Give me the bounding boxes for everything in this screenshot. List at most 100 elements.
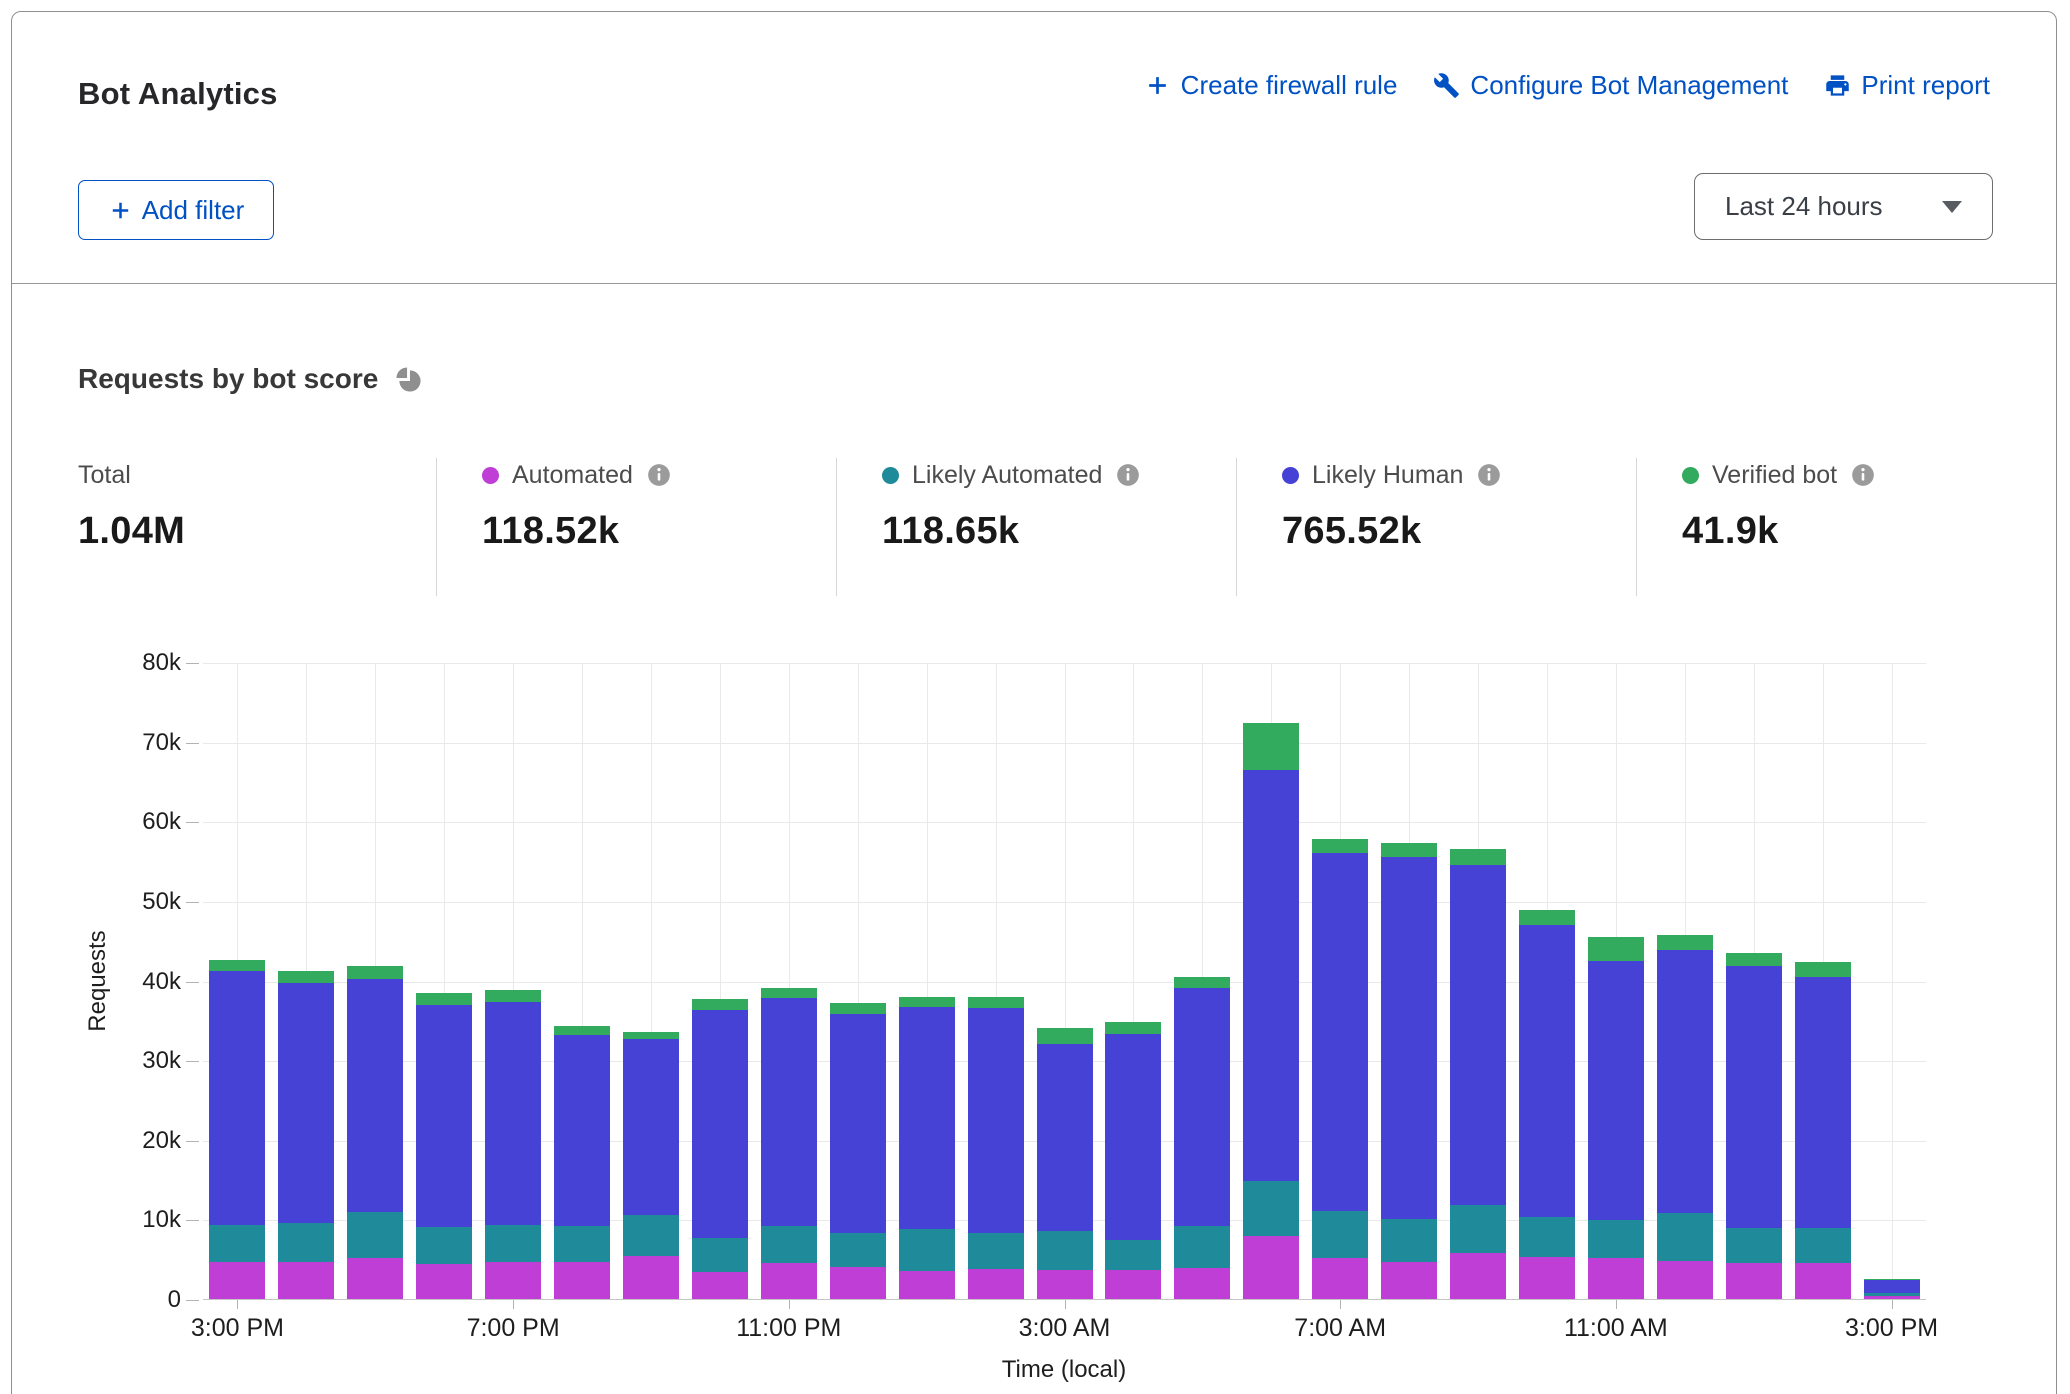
bar-group-12-00-pm[interactable] [1656, 935, 1713, 1299]
bar-group-1-00-pm[interactable] [1725, 952, 1782, 1299]
x-axis-tick-mark [1615, 1300, 1617, 1309]
bar-group-6-00-pm[interactable] [416, 993, 473, 1299]
bar-segment-verified-bot [416, 993, 473, 1006]
bar-segment-likely-automated [898, 1228, 955, 1272]
x-axis-line [203, 1299, 1926, 1300]
y-axis-tick-mark [186, 1061, 199, 1063]
header-divider [12, 283, 2056, 284]
v-gridline [1064, 663, 1066, 1300]
bar-segment-likely-human [347, 978, 404, 1213]
bar-segment-automated [485, 1262, 542, 1299]
bar-group-8-00-am[interactable] [1381, 842, 1438, 1299]
bar-segment-likely-human [416, 1005, 473, 1227]
bar-group-3-00-pm[interactable] [1863, 1279, 1920, 1299]
stat-label: Total [78, 460, 131, 489]
plus-icon [1144, 72, 1171, 99]
plot-area [203, 663, 1926, 1300]
bar-segment-likely-automated [829, 1232, 886, 1268]
bar-segment-likely-automated [1863, 1293, 1920, 1296]
bar-segment-likely-automated [416, 1226, 473, 1264]
bar-group-3-00-am[interactable] [1036, 1028, 1093, 1299]
page-title: Bot Analytics [78, 76, 278, 111]
bar-segment-likely-human [1794, 976, 1851, 1229]
bar-group-2-00-pm[interactable] [1794, 962, 1851, 1299]
create-firewall-rule-link[interactable]: Create firewall rule [1144, 70, 1397, 101]
y-axis-tick-label: 40k [142, 967, 181, 995]
bar-segment-likely-automated [554, 1225, 611, 1263]
bar-segment-automated [691, 1271, 748, 1299]
bar-group-11-00-pm[interactable] [760, 988, 817, 1299]
y-axis-tick-label: 60k [142, 808, 181, 836]
bar-group-9-00-am[interactable] [1450, 849, 1507, 1299]
bar-group-1-00-am[interactable] [898, 997, 955, 1299]
time-range-value: Last 24 hours [1725, 191, 1883, 221]
bar-segment-likely-automated [1656, 1213, 1713, 1261]
bar-group-5-00-pm[interactable] [347, 966, 404, 1299]
x-axis-tick-label: 11:00 AM [1563, 1314, 1668, 1342]
stat-automated: Automated 118.52k [436, 458, 836, 596]
x-axis-tick-label: 3:00 PM [190, 1314, 284, 1342]
bar-group-8-00-pm[interactable] [554, 1025, 611, 1299]
bar-group-3-00-pm[interactable] [209, 959, 266, 1299]
bar-segment-likely-human [1312, 853, 1369, 1211]
bar-group-10-00-pm[interactable] [691, 998, 748, 1299]
bar-group-7-00-pm[interactable] [485, 990, 542, 1299]
bar-segment-verified-bot [1036, 1028, 1093, 1045]
time-range-dropdown[interactable]: Last 24 hours [1694, 173, 1993, 240]
bar-segment-likely-automated [1725, 1228, 1782, 1264]
bar-group-6-00-am[interactable] [1243, 723, 1300, 1299]
bar-group-12-00-am[interactable] [829, 1002, 886, 1299]
x-axis-tick-mark [788, 1300, 790, 1309]
configure-bot-management-label: Configure Bot Management [1470, 70, 1789, 100]
info-icon[interactable] [1115, 462, 1141, 488]
bar-segment-likely-human [1725, 966, 1782, 1229]
bar-group-5-00-am[interactable] [1174, 977, 1231, 1299]
bar-segment-verified-bot [1863, 1279, 1920, 1280]
stat-label: Verified bot [1712, 460, 1838, 489]
bar-group-4-00-pm[interactable] [278, 970, 335, 1299]
add-filter-button[interactable]: Add filter [78, 180, 274, 240]
info-icon[interactable] [1476, 462, 1502, 488]
bar-segment-automated [967, 1268, 1024, 1299]
bar-segment-likely-human [691, 1009, 748, 1238]
bar-segment-verified-bot [1381, 842, 1438, 858]
bar-group-10-00-am[interactable] [1518, 910, 1575, 1299]
y-axis-tick-mark [186, 1300, 199, 1301]
print-report-label: Print report [1861, 70, 1990, 100]
print-report-link[interactable]: Print report [1824, 70, 1990, 101]
bar-group-7-00-am[interactable] [1312, 838, 1369, 1299]
bar-segment-likely-human [209, 970, 266, 1225]
bar-segment-likely-human [1174, 988, 1231, 1226]
bar-segment-likely-human [1587, 960, 1644, 1221]
bar-segment-automated [347, 1257, 404, 1299]
bar-group-2-00-am[interactable] [967, 997, 1024, 1299]
bar-segment-automated [1518, 1256, 1575, 1299]
info-icon[interactable] [1850, 462, 1876, 488]
bar-segment-automated [1243, 1236, 1300, 1299]
bar-segment-automated [278, 1261, 335, 1299]
bar-group-9-00-pm[interactable] [622, 1031, 679, 1299]
y-axis-tick-mark [186, 901, 199, 903]
bar-segment-likely-human [760, 998, 817, 1226]
configure-bot-management-link[interactable]: Configure Bot Management [1433, 70, 1788, 101]
bar-segment-verified-bot [1312, 838, 1369, 854]
v-gridline [788, 663, 790, 1300]
bar-segment-verified-bot [1656, 935, 1713, 951]
bar-segment-likely-human [967, 1007, 1024, 1233]
bar-segment-likely-automated [1587, 1220, 1644, 1259]
bar-segment-automated [1105, 1270, 1162, 1299]
v-gridline [719, 663, 721, 1300]
bar-group-11-00-am[interactable] [1587, 936, 1644, 1299]
v-gridline [1133, 663, 1135, 1300]
stat-likely-automated: Likely Automated 118.65k [836, 458, 1236, 596]
bar-segment-likely-human [829, 1013, 886, 1233]
info-icon[interactable] [646, 462, 672, 488]
section-title: Requests by bot score [78, 363, 379, 394]
bar-segment-automated [1863, 1295, 1920, 1299]
bar-segment-likely-human [622, 1039, 679, 1216]
bar-segment-likely-automated [691, 1237, 748, 1272]
stat-value: 118.52k [482, 510, 620, 552]
bar-segment-verified-bot [1174, 977, 1231, 989]
bar-group-4-00-am[interactable] [1105, 1021, 1162, 1299]
y-axis-tick-label: 30k [142, 1047, 181, 1075]
